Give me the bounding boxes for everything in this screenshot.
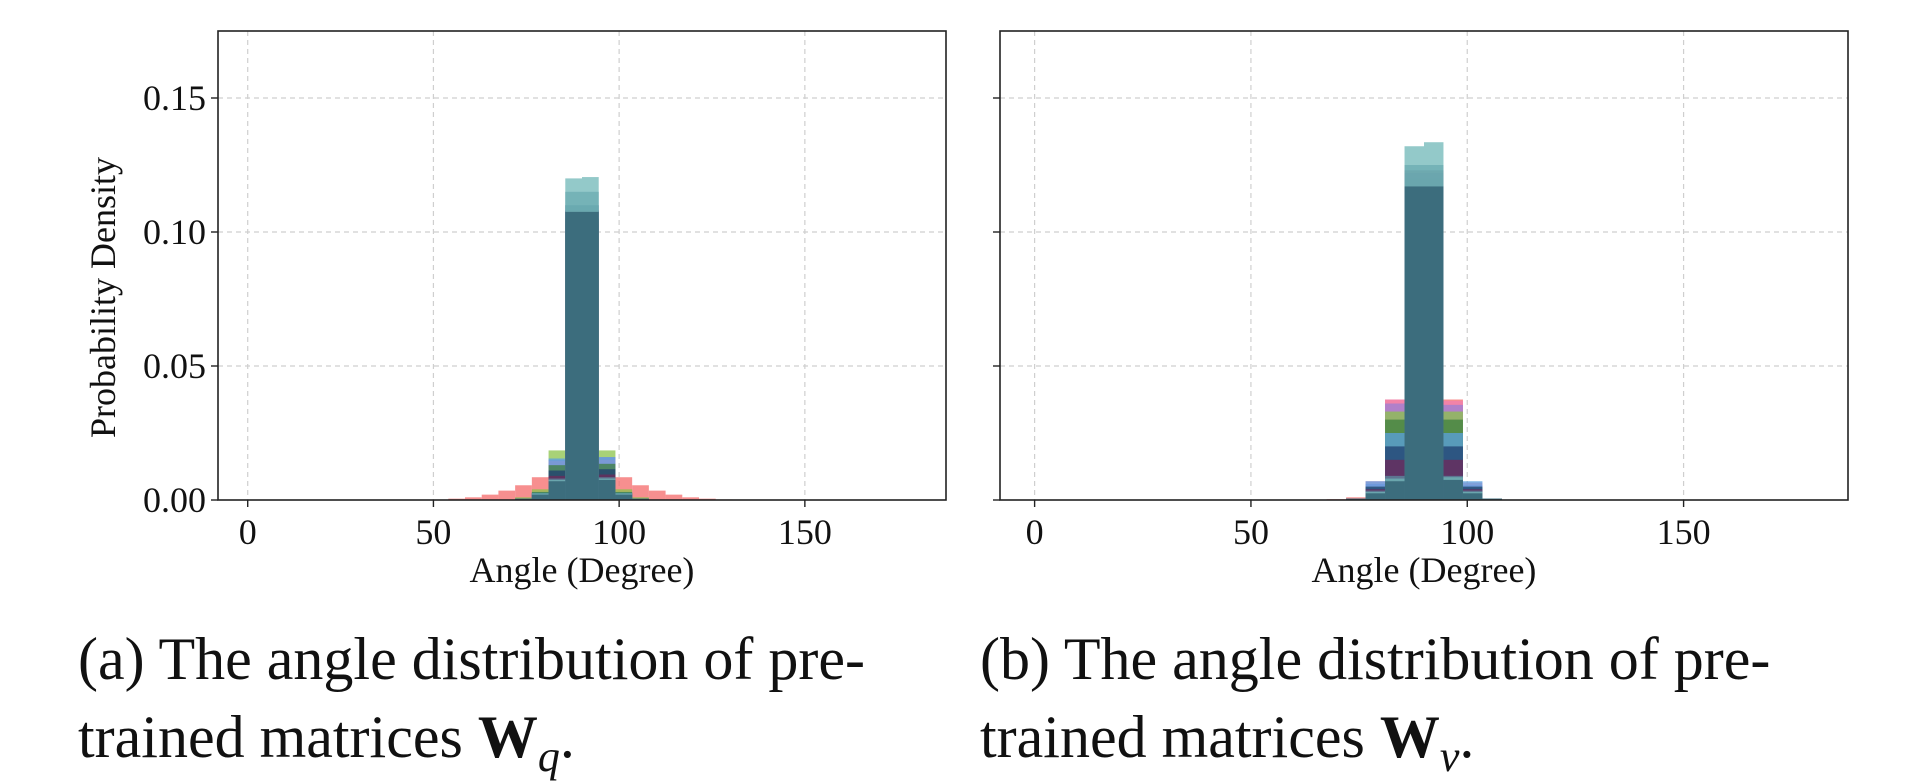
caption-a-line2: trained matrices Wq.	[78, 698, 978, 782]
bar-a-s10-b8	[582, 211, 599, 500]
caption-a-line1: (a) The angle distribution of pre-	[78, 626, 865, 692]
xlabel-b: Angle (Degree)	[1312, 550, 1537, 590]
bar-b-s10-b2	[1365, 493, 1386, 500]
ytick-label-a-1: 0.05	[143, 346, 206, 386]
bar-a-s10-b10	[615, 494, 633, 500]
ytick-label-a-3: 0.15	[143, 78, 206, 118]
xtick-label-a-2: 100	[592, 512, 646, 552]
subplot-a: 0 50 100 150 0.00 0.05 0.10 0.15 Angle (Degree) P…	[83, 30, 947, 590]
xtick-label-b-3: 150	[1657, 512, 1711, 552]
ytick-label-a-2: 0.10	[143, 212, 206, 252]
bar-b-s10-b4	[1404, 186, 1424, 500]
bar-a-s0-b11	[632, 485, 649, 500]
xtick-label-a-0: 0	[239, 512, 257, 552]
bar-b-s10-b6	[1443, 479, 1463, 500]
bar-a-s0-b3	[498, 490, 516, 500]
bar-a-s10-b9	[598, 479, 616, 500]
ylabel-a: Probability Density	[83, 157, 123, 438]
bar-a-s0-b1	[465, 497, 482, 500]
bar-a-s10-b7	[565, 211, 582, 500]
xtick-label-b-0: 0	[1026, 512, 1044, 552]
caption-b-math-subscript: v	[1439, 732, 1460, 781]
ytick-label-a-0: 0.00	[143, 480, 206, 520]
xtick-label-b-2: 100	[1440, 512, 1494, 552]
caption-b-line1: (b) The angle distribution of pre-	[980, 626, 1771, 692]
caption-b-tail: .	[1459, 704, 1475, 770]
bar-a-s0-b2	[481, 494, 499, 500]
xtick-label-b-1: 50	[1233, 512, 1269, 552]
caption-a: (a) The angle distribution of pre- train…	[78, 620, 978, 782]
axes-frame-a	[217, 30, 947, 501]
bar-b-s10-b3	[1385, 481, 1405, 500]
caption-b-line2: trained matrices Wv.	[980, 698, 1880, 782]
bar-a-s10-b6	[548, 481, 566, 500]
xtick-label-a-1: 50	[415, 512, 451, 552]
caption-b-line2-text: trained matrices	[980, 704, 1380, 770]
figure: 0 50 100 150 0.00 0.05 0.10 0.15 Angle (Degree) P…	[83, 30, 1849, 590]
subplot-b: 0 50 100 150 Angle (Degree)	[993, 30, 1849, 590]
bar-a-s0-b4	[515, 485, 532, 500]
bar-a-s10-b5	[531, 494, 549, 500]
caption-a-tail: .	[559, 704, 575, 770]
caption-b-math-symbol: W	[1379, 704, 1440, 770]
bar-a-s0-b14	[682, 497, 699, 500]
xtick-label-a-3: 150	[778, 512, 832, 552]
caption-b: (b) The angle distribution of pre- train…	[980, 620, 1880, 782]
bar-a-s0-b12	[648, 490, 666, 500]
bar-a-s0-b13	[665, 494, 683, 500]
caption-a-math-symbol: W	[477, 704, 538, 770]
bar-b-s10-b5	[1424, 186, 1444, 500]
xlabel-a: Angle (Degree)	[470, 550, 695, 590]
caption-a-math-subscript: q	[537, 732, 560, 781]
caption-a-line2-text: trained matrices	[78, 704, 478, 770]
bar-b-s10-b7	[1462, 493, 1483, 500]
axes-frame-b	[999, 30, 1849, 501]
